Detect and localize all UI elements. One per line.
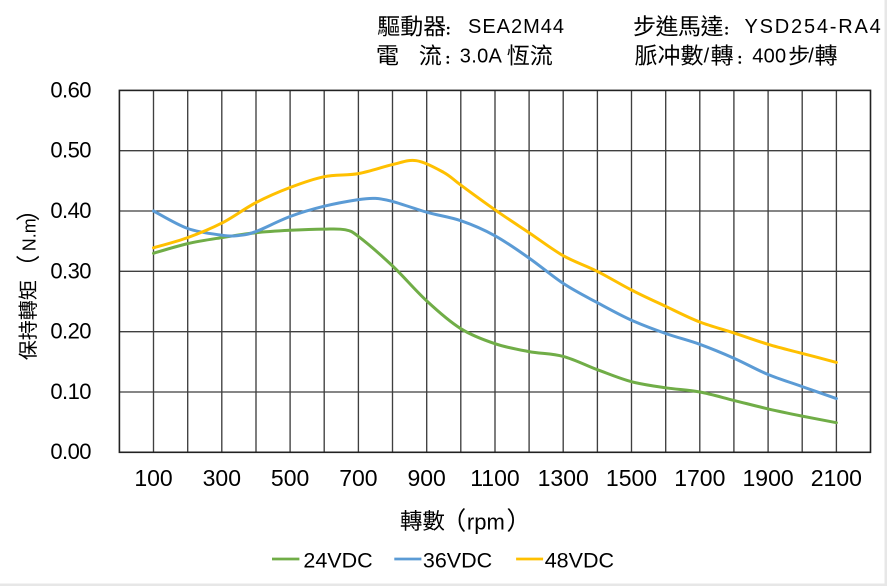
svg-text:/: / <box>704 45 710 67</box>
svg-text:1500: 1500 <box>606 465 657 491</box>
svg-text:700: 700 <box>339 465 377 491</box>
svg-text:36VDC: 36VDC <box>423 548 492 572</box>
svg-text:0.20: 0.20 <box>50 319 91 344</box>
svg-text:1100: 1100 <box>470 465 519 491</box>
svg-text:48VDC: 48VDC <box>545 548 614 572</box>
svg-text:2100: 2100 <box>811 465 862 491</box>
svg-text:1900: 1900 <box>742 465 793 491</box>
svg-text:100: 100 <box>134 465 172 491</box>
svg-text:/: / <box>808 45 814 67</box>
svg-text:1300: 1300 <box>538 465 589 491</box>
svg-text:0.50: 0.50 <box>50 138 91 163</box>
svg-text:0.30: 0.30 <box>50 258 91 283</box>
svg-text:YSD254-RA4: YSD254-RA4 <box>745 16 883 38</box>
svg-text:900: 900 <box>407 465 445 491</box>
svg-text:0.60: 0.60 <box>50 77 91 102</box>
svg-text:24VDC: 24VDC <box>303 548 372 572</box>
svg-text:SEA2M44: SEA2M44 <box>468 16 565 38</box>
svg-text:rpm: rpm <box>467 510 505 535</box>
svg-text:300: 300 <box>203 465 241 491</box>
svg-text:0.40: 0.40 <box>50 198 91 223</box>
svg-text:0.10: 0.10 <box>50 379 91 404</box>
svg-text:500: 500 <box>271 465 309 491</box>
svg-text:3.0A: 3.0A <box>460 45 503 67</box>
svg-text:400: 400 <box>752 45 786 67</box>
svg-text:0.00: 0.00 <box>50 439 91 464</box>
svg-text:N.m: N.m <box>19 218 39 251</box>
svg-text:1700: 1700 <box>674 465 725 491</box>
